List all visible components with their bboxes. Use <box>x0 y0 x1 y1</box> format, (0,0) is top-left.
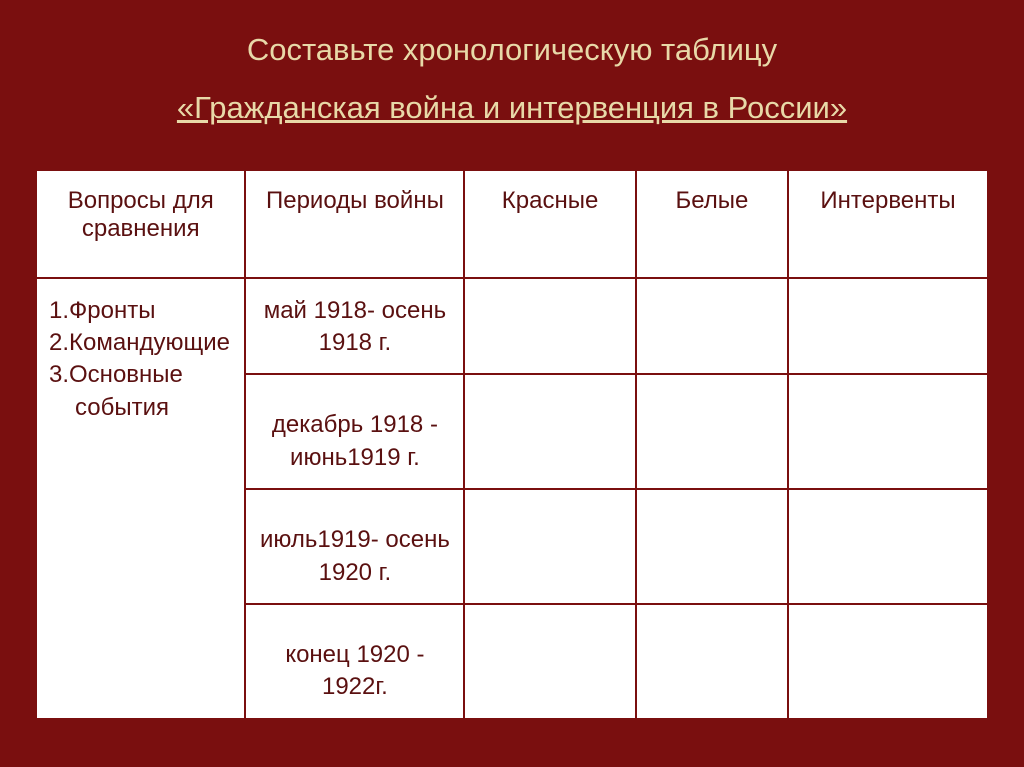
table-row: 1.Фронты 2.Командующие 3.Основные событи… <box>36 278 988 375</box>
slide-title: Составьте хронологическую таблицу <box>35 30 989 70</box>
question-line: 2.Командующие <box>49 327 236 359</box>
empty-cell <box>636 489 788 604</box>
empty-cell <box>636 374 788 489</box>
empty-cell <box>636 604 788 719</box>
question-line: 3.Основные <box>49 359 236 391</box>
period-cell: декабрь 1918 - июнь1919 г. <box>245 374 464 489</box>
period-cell: конец 1920 - 1922г. <box>245 604 464 719</box>
questions-cell: 1.Фронты 2.Командующие 3.Основные событи… <box>36 278 245 719</box>
header-whites: Белые <box>636 170 788 278</box>
header-questions: Вопросы для сравнения <box>36 170 245 278</box>
empty-cell <box>464 374 635 489</box>
empty-cell <box>788 604 988 719</box>
empty-cell <box>464 604 635 719</box>
question-line: 1.Фронты <box>49 295 236 327</box>
period-cell: июль1919- осень 1920 г. <box>245 489 464 604</box>
empty-cell <box>636 278 788 375</box>
empty-cell <box>464 489 635 604</box>
slide: Составьте хронологическую таблицу «Гражд… <box>0 0 1024 767</box>
period-cell: май 1918- осень 1918 г. <box>245 278 464 375</box>
slide-subtitle: «Гражданская война и интервенция в Росси… <box>35 88 989 128</box>
question-line: события <box>49 392 236 424</box>
header-reds: Красные <box>464 170 635 278</box>
table-header-row: Вопросы для сравнения Периоды войны Крас… <box>36 170 988 278</box>
empty-cell <box>788 278 988 375</box>
header-interventionists: Интервенты <box>788 170 988 278</box>
empty-cell <box>464 278 635 375</box>
empty-cell <box>788 489 988 604</box>
chronology-table: Вопросы для сравнения Периоды войны Крас… <box>35 169 989 720</box>
header-periods: Периоды войны <box>245 170 464 278</box>
empty-cell <box>788 374 988 489</box>
